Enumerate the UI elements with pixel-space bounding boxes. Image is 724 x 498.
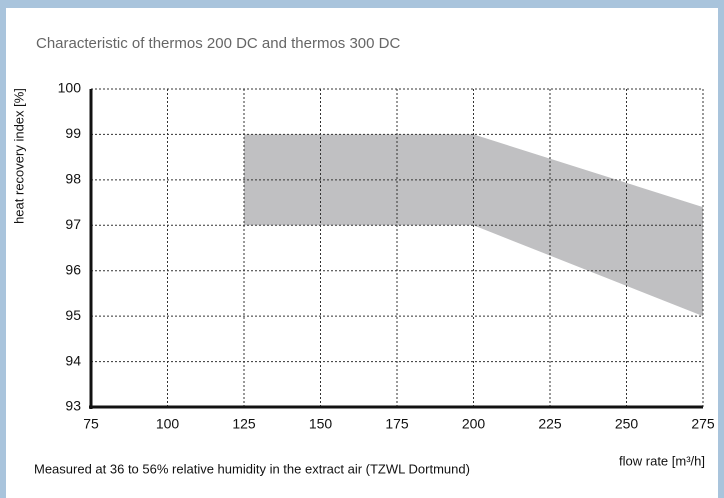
frame-right [718, 0, 724, 498]
y-tick-label: 93 [65, 398, 81, 414]
y-tick-label: 99 [65, 125, 81, 141]
x-axis-label: flow rate [m³/h] [619, 453, 705, 468]
y-tick-label: 98 [65, 171, 81, 187]
x-tick-label: 175 [385, 416, 409, 432]
y-tick-label: 95 [65, 307, 81, 323]
footnote: Measured at 36 to 56% relative humidity … [34, 461, 470, 476]
x-tick-label: 125 [232, 416, 256, 432]
x-tick-label: 100 [156, 416, 180, 432]
y-tick-label: 97 [65, 216, 81, 232]
chart-title: Characteristic of thermos 200 DC and the… [36, 35, 400, 52]
x-tick-label: 250 [615, 416, 639, 432]
x-tick-label: 75 [83, 416, 99, 432]
y-tick-label: 94 [65, 352, 81, 368]
frame-left [0, 0, 6, 498]
x-tick-label: 150 [309, 416, 333, 432]
x-tick-label: 225 [538, 416, 562, 432]
y-tick-label: 100 [58, 80, 82, 96]
x-tick-label: 275 [691, 416, 715, 432]
y-axis-label: heat recovery index [%] [11, 88, 26, 224]
x-tick-label: 200 [462, 416, 486, 432]
frame-top [0, 0, 724, 8]
y-tick-label: 96 [65, 261, 81, 277]
